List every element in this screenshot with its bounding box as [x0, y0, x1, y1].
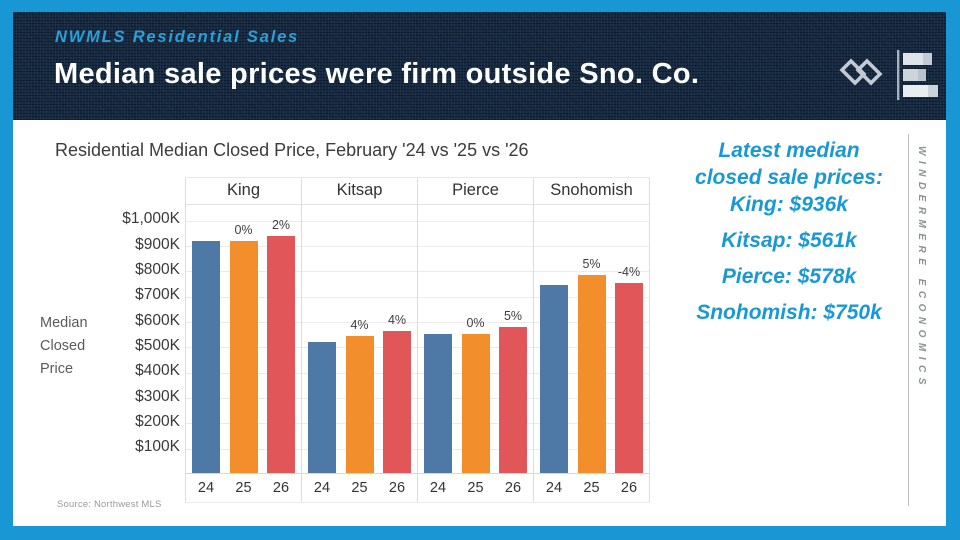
x-axis-year-label: 26: [272, 480, 290, 496]
brand-vertical-text: WINDERMERE ECONOMICS: [916, 146, 927, 390]
year-labels-king: 24 25 26: [186, 474, 301, 502]
year-labels-snohomish: 24 25 26: [534, 474, 649, 502]
x-axis-year-label: 26: [504, 480, 522, 496]
bar-slot: 0%: [229, 223, 258, 473]
county-header-king: King: [186, 178, 301, 205]
bar-slot: [308, 341, 336, 473]
chart-title: Residential Median Closed Price, Februar…: [55, 140, 529, 160]
bar-pierce-24: [424, 333, 452, 473]
pct-change-label: 0%: [234, 223, 253, 238]
x-axis-year-label: 25: [351, 480, 368, 496]
county-header-kitsap: Kitsap: [302, 178, 417, 205]
callout-lead-line: closed sale prices:: [695, 166, 883, 189]
header-logos: [838, 50, 939, 105]
county-group-kitsap: Kitsap 4% 4% 24 25 26: [301, 178, 417, 502]
economics-bar-chart-logo-icon: [897, 50, 939, 105]
pct-change-label: 0%: [466, 315, 485, 330]
pct-change-label: -4%: [617, 265, 641, 280]
year-labels-pierce: 24 25 26: [418, 474, 533, 502]
y-axis-tick-label: $700K: [135, 286, 180, 304]
y-axis-title-line: Median: [40, 315, 88, 331]
bar-king-24: [192, 241, 220, 473]
y-axis-title: Median Closed Price: [40, 312, 88, 381]
bar-slot: 4%: [383, 313, 411, 473]
bars-snohomish: 5% -4%: [534, 205, 649, 474]
callout-lead-line: Latest median: [718, 139, 860, 162]
x-axis-year-label: 24: [545, 480, 563, 496]
pct-change-label: 5%: [503, 308, 523, 323]
y-axis-tick-label: $100K: [135, 438, 180, 456]
x-axis-year-label: 24: [197, 480, 215, 496]
x-axis-year-label: 26: [620, 480, 638, 496]
bar-king-25: [229, 241, 258, 473]
county-group-king: King 0% 2% 24 25 26: [186, 178, 301, 502]
y-axis-tick-label: $400K: [135, 362, 180, 380]
x-axis-year-label: 24: [313, 480, 331, 496]
x-axis-year-label: 25: [467, 480, 484, 496]
pct-change-label: 4%: [387, 312, 407, 327]
y-axis-tick-label: $300K: [135, 387, 180, 405]
bar-slot: 5%: [577, 257, 606, 473]
pct-change-label: 4%: [350, 318, 369, 333]
vertical-divider: [908, 134, 909, 506]
y-axis-tick-label: $800K: [135, 260, 180, 278]
slide-header: NWMLS Residential Sales Median sale pric…: [13, 12, 946, 120]
y-axis-title-line: Price: [40, 361, 74, 377]
bar-slot: 2%: [267, 218, 295, 473]
bars-pierce: 0% 5%: [418, 205, 533, 474]
county-header-snohomish: Snohomish: [534, 178, 649, 205]
callout-value-pierce: Pierce: $578k: [721, 265, 857, 288]
callout-value-snohomish: Snohomish: $750k: [696, 301, 882, 324]
bar-snohomish-26: [615, 283, 643, 473]
county-group-snohomish: Snohomish 5% -4% 24 25 26: [533, 178, 649, 502]
county-groups: King 0% 2% 24 25 26 Kitsap 4% 4% 24 25 26 Pierce 0% 5%…: [186, 178, 649, 502]
pct-change-label: 2%: [271, 217, 291, 232]
bar-slot: [424, 333, 452, 473]
x-axis-year-label: 25: [235, 480, 252, 496]
bar-slot: [540, 284, 568, 473]
slide-body: Residential Median Closed Price, Februar…: [13, 120, 946, 526]
bar-slot: 5%: [499, 309, 527, 473]
bar-kitsap-25: [345, 336, 374, 473]
x-axis-year-label: 26: [388, 480, 406, 496]
bars-king: 0% 2%: [186, 205, 301, 474]
callout-text: Latest median closed sale prices: King: …: [663, 137, 915, 326]
county-header-pierce: Pierce: [418, 178, 533, 205]
y-axis-tick-label: $1,000K: [122, 210, 180, 228]
bar-snohomish-25: [577, 275, 606, 473]
callout-value-king: King: $936k: [730, 193, 848, 216]
y-axis-tick-label: $600K: [135, 311, 180, 329]
bar-slot: 4%: [345, 318, 374, 473]
callout-value-kitsap: Kitsap: $561k: [721, 229, 857, 252]
y-axis-title-line: Closed: [40, 338, 86, 354]
y-axis-tick-label: $900K: [135, 235, 180, 253]
county-group-pierce: Pierce 0% 5% 24 25 26: [417, 178, 533, 502]
bar-kitsap-24: [308, 341, 336, 473]
bars-kitsap: 4% 4%: [302, 205, 417, 474]
slide-title: Median sale prices were firm outside Sno…: [54, 58, 700, 90]
source-note: Source: Northwest MLS: [57, 499, 162, 510]
x-axis-year-label: 24: [429, 480, 447, 496]
y-axis-tick-label: $500K: [135, 336, 180, 354]
bar-pierce-25: [461, 333, 490, 473]
bar-slot: 0%: [461, 316, 490, 473]
bar-slot: [192, 241, 220, 473]
pct-change-label: 5%: [582, 257, 601, 272]
bar-snohomish-24: [540, 284, 568, 473]
x-axis-year-label: 25: [583, 480, 600, 496]
header-eyebrow: NWMLS Residential Sales: [55, 28, 300, 46]
year-labels-kitsap: 24 25 26: [302, 474, 417, 502]
bar-pierce-26: [499, 326, 527, 473]
bar-chart-plot: King 0% 2% 24 25 26 Kitsap 4% 4% 24 25 26 Pierce 0% 5%…: [185, 177, 650, 503]
y-axis-tick-label: $200K: [135, 412, 180, 430]
bar-king-26: [267, 235, 295, 473]
windermere-logo-icon: [838, 56, 884, 99]
bar-slot: -4%: [615, 265, 643, 473]
bar-kitsap-26: [383, 330, 411, 473]
